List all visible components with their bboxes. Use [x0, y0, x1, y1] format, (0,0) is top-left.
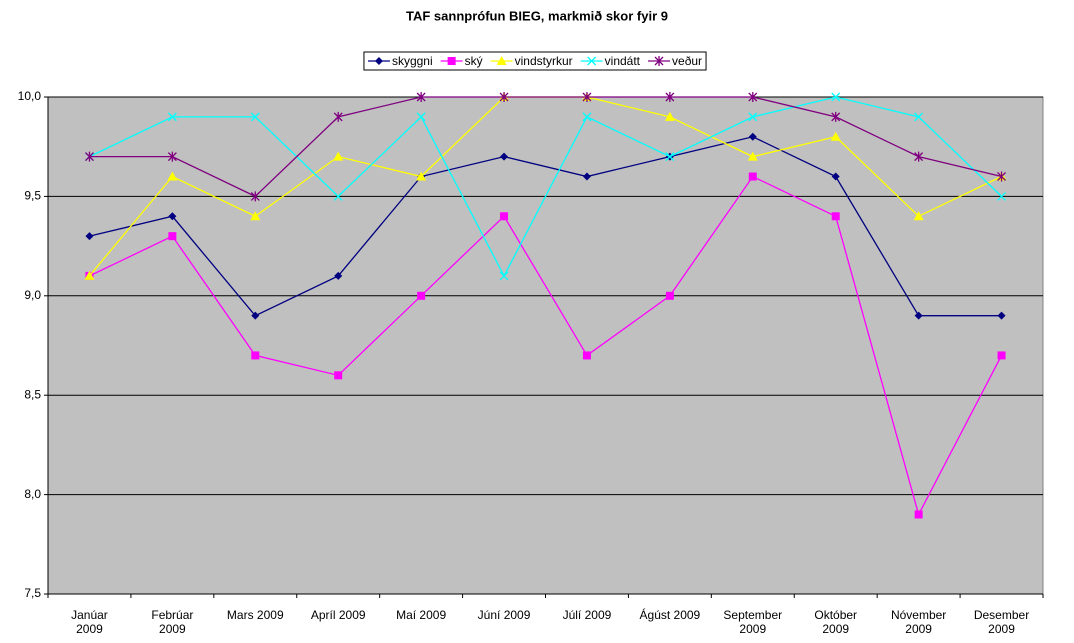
marker: [830, 131, 841, 141]
x-tick-label: September 2009: [723, 608, 783, 636]
marker: [500, 212, 509, 221]
marker: [582, 92, 592, 102]
marker: [447, 57, 456, 65]
marker: [334, 271, 343, 280]
marker: [499, 271, 509, 281]
y-tick-label: 7,5: [24, 586, 41, 600]
x-tick-label: Júlí 2009: [562, 608, 612, 622]
marker: [250, 112, 260, 122]
marker: [416, 171, 427, 181]
legend-item: skyggni: [367, 54, 433, 68]
legend-box: [363, 51, 707, 71]
marker: [168, 232, 177, 241]
marker: [167, 151, 177, 162]
marker: [748, 112, 758, 122]
y-tick-label: 8,5: [24, 387, 41, 401]
marker: [914, 510, 923, 519]
legend-label: skyggni: [392, 54, 433, 68]
marker: [250, 191, 260, 202]
chart-title: TAF sannprófun BIEG, markmið skor fyir 9: [406, 8, 668, 23]
marker: [499, 92, 509, 102]
marker: [914, 112, 924, 122]
x-tick-label: Október 2009: [814, 608, 858, 636]
marker: [416, 112, 426, 122]
marker: [997, 351, 1006, 360]
marker: [831, 172, 840, 181]
marker: [664, 111, 675, 121]
marker: [831, 212, 840, 221]
marker: [334, 371, 343, 380]
marker: [997, 191, 1006, 201]
x-tick-label: Janúar 2009: [71, 608, 108, 636]
marker: [665, 291, 674, 300]
marker: [496, 56, 507, 65]
marker: [587, 56, 597, 66]
marker: [251, 351, 260, 360]
legend-label: ský: [465, 54, 483, 68]
marker: [831, 111, 841, 122]
x-tick-label: Maí 2009: [396, 608, 447, 622]
y-tick-label: 10,0: [18, 89, 42, 103]
marker: [374, 57, 383, 65]
marker: [748, 172, 757, 181]
marker: [654, 56, 664, 66]
x-tick-label: Mars 2009: [226, 608, 284, 622]
marker: [167, 112, 177, 122]
marker: [500, 152, 509, 161]
legend-label: vindstyrkur: [515, 54, 573, 68]
legend-item: vindátt: [580, 54, 641, 68]
series-line: [89, 96, 1002, 198]
y-tick-label: 9,5: [24, 189, 41, 203]
marker: [168, 212, 177, 221]
legend-item: ský: [440, 54, 483, 68]
x-tick-label: Desember 2009: [973, 608, 1030, 636]
marker: [333, 191, 343, 201]
marker: [416, 92, 426, 102]
series-line: [89, 175, 1003, 517]
legend-item: vindstyrkur: [490, 54, 573, 68]
marker: [582, 172, 591, 181]
plot-area: [47, 96, 1044, 595]
marker: [250, 211, 261, 221]
marker: [417, 291, 426, 300]
marker: [582, 351, 591, 360]
legend-label: veður: [672, 54, 702, 68]
series-line: [89, 136, 1002, 317]
marker: [665, 152, 675, 162]
x-tick-label: Júní 2009: [477, 608, 531, 622]
marker: [251, 311, 260, 320]
legend: skyggni ský vindstyrkur vindátt veður: [363, 51, 707, 71]
y-tick-label: 9,0: [24, 288, 41, 302]
x-tick-label: Febrúar 2009: [151, 608, 194, 636]
marker: [997, 311, 1006, 320]
marker: [914, 151, 924, 162]
legend-label: vindátt: [605, 54, 641, 68]
marker: [167, 171, 178, 181]
series-line: [89, 96, 1002, 278]
marker: [665, 92, 675, 102]
marker: [913, 211, 924, 221]
marker: [748, 92, 758, 102]
marker: [831, 92, 841, 102]
marker: [914, 311, 923, 320]
marker: [333, 111, 343, 122]
marker: [84, 151, 94, 162]
marker: [582, 112, 592, 122]
marker: [333, 151, 344, 161]
x-tick-label: Apríl 2009: [310, 608, 366, 622]
legend-item: veður: [648, 54, 702, 68]
marker: [84, 270, 95, 280]
marker: [85, 232, 94, 241]
marker: [748, 132, 757, 141]
x-tick-label: Ágúst 2009: [639, 608, 701, 622]
marker: [997, 171, 1006, 182]
marker: [747, 151, 758, 161]
y-tick-label: 8,0: [24, 487, 41, 501]
x-tick-label: Nóvember 2009: [890, 608, 947, 636]
